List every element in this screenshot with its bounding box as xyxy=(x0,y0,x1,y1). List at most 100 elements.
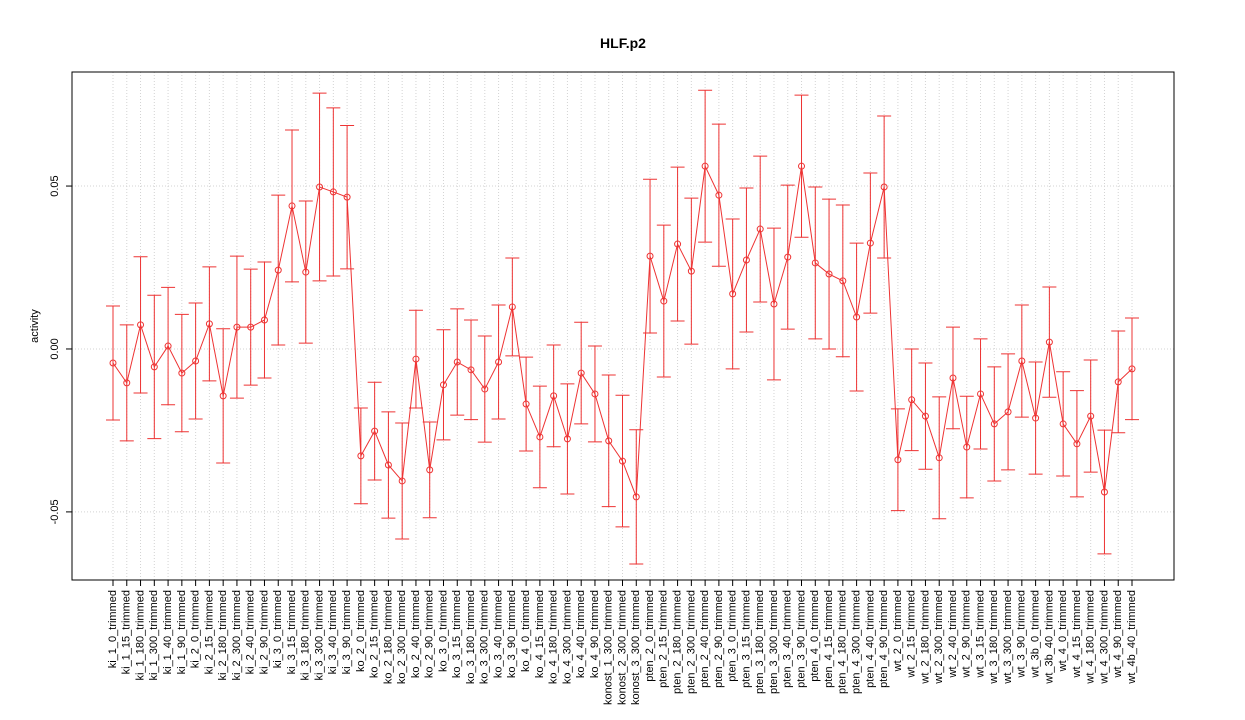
x-tick-label: wt_2_300_trimmed xyxy=(933,590,945,685)
data-point xyxy=(1114,378,1122,386)
x-tick-label: ki_3_180_trimmed xyxy=(300,590,312,681)
x-tick-label: pten_4_0_trimmed xyxy=(809,590,821,682)
x-tick-label: wt_2_0_trimmed xyxy=(892,590,904,672)
x-tick-label: konost_3_300_trimmed xyxy=(630,590,642,705)
data-point xyxy=(439,381,447,389)
data-point xyxy=(219,392,227,400)
x-tick-label: wt_3_300_trimmed xyxy=(1002,590,1014,685)
data-point xyxy=(288,202,296,210)
x-tick-label: wt_2_15_trimmed xyxy=(906,590,918,678)
data-point xyxy=(908,396,916,404)
x-tick-label: ko_2_90_trimmed xyxy=(424,590,436,678)
x-tick-label: ko_4_0_trimmed xyxy=(520,590,532,672)
data-point xyxy=(715,191,723,199)
data-point xyxy=(109,359,117,367)
x-tick-label: ko_4_90_trimmed xyxy=(589,590,601,678)
x-tick-label: pten_2_180_trimmed xyxy=(671,590,683,694)
x-tick-label: wt_4_300_trimmed xyxy=(1098,590,1110,685)
x-tick-label: wt_3_15_trimmed xyxy=(974,590,986,678)
error-bar xyxy=(106,305,120,421)
x-tick-label: ko_3_180_trimmed xyxy=(465,590,477,684)
x-tick-label: wt_4_0_trimmed xyxy=(1057,590,1069,672)
y-tick-label: -0.05 xyxy=(49,499,61,524)
x-tick-label: wt_3b_40_trimmed xyxy=(1043,590,1055,685)
x-tick-label: ki_3_40_trimmed xyxy=(327,590,339,674)
x-tick-label: ko_4_40_trimmed xyxy=(575,590,587,678)
data-point xyxy=(522,400,530,408)
data-point xyxy=(729,290,737,298)
data-point xyxy=(674,240,682,248)
x-tick-label: ko_2_15_trimmed xyxy=(369,590,381,678)
x-tick-label: ko_4_180_trimmed xyxy=(548,590,560,684)
data-point xyxy=(742,256,750,264)
data-point xyxy=(1018,357,1026,365)
data-point xyxy=(632,493,640,501)
x-tick-label: ko_3_15_trimmed xyxy=(451,590,463,678)
x-tick-label: wt_3_180_trimmed xyxy=(988,590,1000,685)
data-point xyxy=(605,437,613,445)
x-tick-label: ki_1_180_trimmed xyxy=(134,590,146,681)
data-point xyxy=(550,392,558,400)
x-tick-label: ki_2_0_trimmed xyxy=(190,590,202,668)
data-point xyxy=(316,183,324,191)
y-axis-label: activity xyxy=(29,309,41,343)
data-point xyxy=(233,323,241,331)
x-tick-label: ki_2_300_trimmed xyxy=(231,590,243,681)
x-tick-label: ko_3_90_trimmed xyxy=(506,590,518,678)
data-point xyxy=(1032,414,1040,422)
data-point xyxy=(453,358,461,366)
data-point xyxy=(784,253,792,261)
data-point xyxy=(839,277,847,285)
x-tick-label: ki_1_300_trimmed xyxy=(148,590,160,681)
data-point xyxy=(990,420,998,428)
x-tick-label: pten_4_300_trimmed xyxy=(851,590,863,694)
x-tick-label: wt_4_90_trimmed xyxy=(1112,590,1124,678)
x-tick-label: ki_1_0_trimmed xyxy=(107,590,119,668)
data-point xyxy=(495,358,503,366)
x-tick-label: wt_2_180_trimmed xyxy=(919,590,931,685)
data-point xyxy=(853,313,861,321)
x-tick-label: konost_2_300_trimmed xyxy=(616,590,628,705)
y-tick-label: 0.00 xyxy=(49,338,61,359)
data-point xyxy=(398,477,406,485)
chart-title: HLF.p2 xyxy=(600,35,646,51)
data-point xyxy=(894,456,902,464)
data-point xyxy=(247,323,255,331)
data-point xyxy=(536,433,544,441)
data-point xyxy=(646,252,654,260)
x-tick-label: ki_1_15_trimmed xyxy=(121,590,133,674)
data-point xyxy=(770,300,778,308)
data-point xyxy=(150,363,158,371)
x-tick-label: pten_2_0_trimmed xyxy=(644,590,656,682)
data-point xyxy=(619,457,626,465)
data-point xyxy=(329,188,337,196)
x-tick-label: pten_4_40_trimmed xyxy=(864,590,876,688)
x-tick-label: ki_2_40_trimmed xyxy=(245,590,257,674)
x-tick-label: ko_3_40_trimmed xyxy=(492,590,504,678)
data-point xyxy=(260,316,268,324)
data-point xyxy=(1100,488,1108,496)
x-tick-label: pten_4_15_trimmed xyxy=(823,590,835,688)
data-point xyxy=(1087,412,1095,420)
x-tick-label: ki_3_90_trimmed xyxy=(341,590,353,674)
data-point xyxy=(935,454,943,462)
x-tick-label: wt_4_180_trimmed xyxy=(1085,590,1097,685)
data-point xyxy=(1045,338,1053,346)
data-point xyxy=(412,355,420,363)
data-point xyxy=(687,267,695,275)
data-point xyxy=(164,342,172,350)
x-tick-label: ki_2_90_trimmed xyxy=(258,590,270,674)
x-tick-label: ki_2_180_trimmed xyxy=(217,590,229,681)
data-point xyxy=(274,266,282,274)
data-point xyxy=(508,303,516,311)
x-tick-label: pten_3_90_trimmed xyxy=(795,590,807,688)
data-point xyxy=(811,259,819,267)
x-tick-label: pten_4_90_trimmed xyxy=(878,590,890,688)
x-tick-label: pten_3_300_trimmed xyxy=(768,590,780,694)
x-tick-label: pten_3_40_trimmed xyxy=(782,590,794,688)
x-tick-label: wt_2_90_trimmed xyxy=(961,590,973,678)
data-point xyxy=(1059,420,1067,428)
x-tick-label: ki_1_40_trimmed xyxy=(162,590,174,674)
data-point xyxy=(467,366,475,374)
y-tick-label: 0.05 xyxy=(49,175,61,196)
